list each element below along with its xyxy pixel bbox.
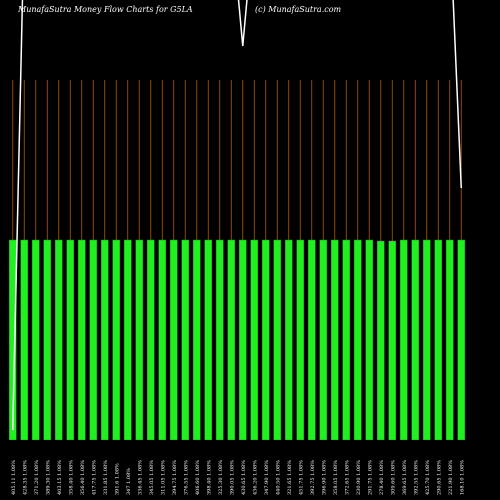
x-tick-label: 369.65 1.08% [402,460,408,495]
x-tick-label: 309.60 1.08% [390,460,396,495]
bar [66,239,74,440]
bar [273,239,281,440]
bar [89,239,97,440]
bar [181,239,189,440]
x-tick-label: 356.40 1.08% [80,460,86,495]
x-tick-label: 358.40 1.08% [68,460,74,495]
x-tick-label: 331.85 1.08% [103,460,109,495]
bar [400,239,408,440]
bar [147,239,155,440]
bar [308,239,316,440]
plot-area [9,0,465,440]
bar [354,239,362,440]
bar [227,239,235,440]
x-tick-label: 371.20 1.08% [34,460,40,495]
bar [101,239,109,440]
x-tick-label: 391.6 1.08% [114,463,120,495]
x-tick-label: 396.90 1.08% [321,460,327,495]
x-tick-label: 311.05 1.08% [160,460,166,495]
x-tick-label: 336.45 1.08% [137,460,143,495]
x-tick-label: 430.65 1.08% [241,460,247,495]
x-tick-label: 347 1.08% [126,468,132,495]
bar [135,239,143,440]
bar [365,239,373,440]
bar [124,239,132,440]
chart-subtitle: (c) MunafaSutra.com [255,5,342,14]
bar [331,239,339,440]
bar [446,239,454,440]
x-tick-label: 394.75 1.08% [172,460,178,495]
x-tick-label: 451.75 1.08% [298,460,304,495]
x-tick-label: 325.30 1.08% [218,460,224,495]
x-tick-label: 440.50 1.08% [275,460,281,495]
x-tick-label: 392.75 1.08% [310,460,316,495]
x-tick-label: 392.55 1.08% [413,460,419,495]
x-tick-label: 425.70 1.08% [425,460,431,495]
x-tick-label: 403.15 1.08% [57,460,63,495]
bar [457,239,465,440]
bar [239,239,247,440]
x-tick-label: 372.65 1.08% [344,460,350,495]
x-tick-label: 406.60 1.08% [195,460,201,495]
x-tick-label: 230.90 1.08% [356,460,362,495]
x-tick-label: 405.11 1.08% [11,460,17,495]
bar [193,239,201,440]
x-tick-label: 389.30 1.08% [45,460,51,495]
bar [55,239,63,440]
bar [411,239,419,440]
bar [20,239,28,440]
x-tick-label: 436.20 1.08% [252,460,258,495]
x-tick-label: 278.40 1.08% [379,460,385,495]
x-tick-label: 398.40 1.08% [206,460,212,495]
bar [158,239,166,440]
bar [434,239,442,440]
bar [423,239,431,440]
chart-title: MunafaSutra Money Flow Charts for G5LA [17,5,193,14]
bar [78,239,86,440]
bar [342,239,350,440]
x-tick-label: 358.05 1.08% [333,460,339,495]
bar [319,239,327,440]
bar [43,239,51,440]
bar [262,239,270,440]
x-tick-label: 321.65 1.08% [287,460,293,495]
bar [388,240,396,440]
bar [250,239,258,440]
x-tick-label: 376.55 1.08% [183,460,189,495]
bar [296,239,304,440]
x-tick-label: 428.35 1.08% [22,460,28,495]
bar [377,240,385,440]
x-tick-label: 345.05 1.08% [149,460,155,495]
bar [9,239,17,440]
x-tick-label: 390.05 1.08% [229,460,235,495]
x-tick-label: 290.65 1.08% [436,460,442,495]
x-tick-label: 417.75 1.08% [91,460,97,495]
bar [112,239,120,440]
bar [204,239,212,440]
bar [32,239,40,440]
bar [170,239,178,440]
x-tick-label: 221.90 1.08% [448,460,454,495]
x-tick-label: 347.90 1.08% [264,460,270,495]
x-tick-label: 168.10 1.08% [459,460,465,495]
x-tick-label: 291.75 1.08% [367,460,373,495]
bar [216,239,224,440]
bar [285,239,293,440]
